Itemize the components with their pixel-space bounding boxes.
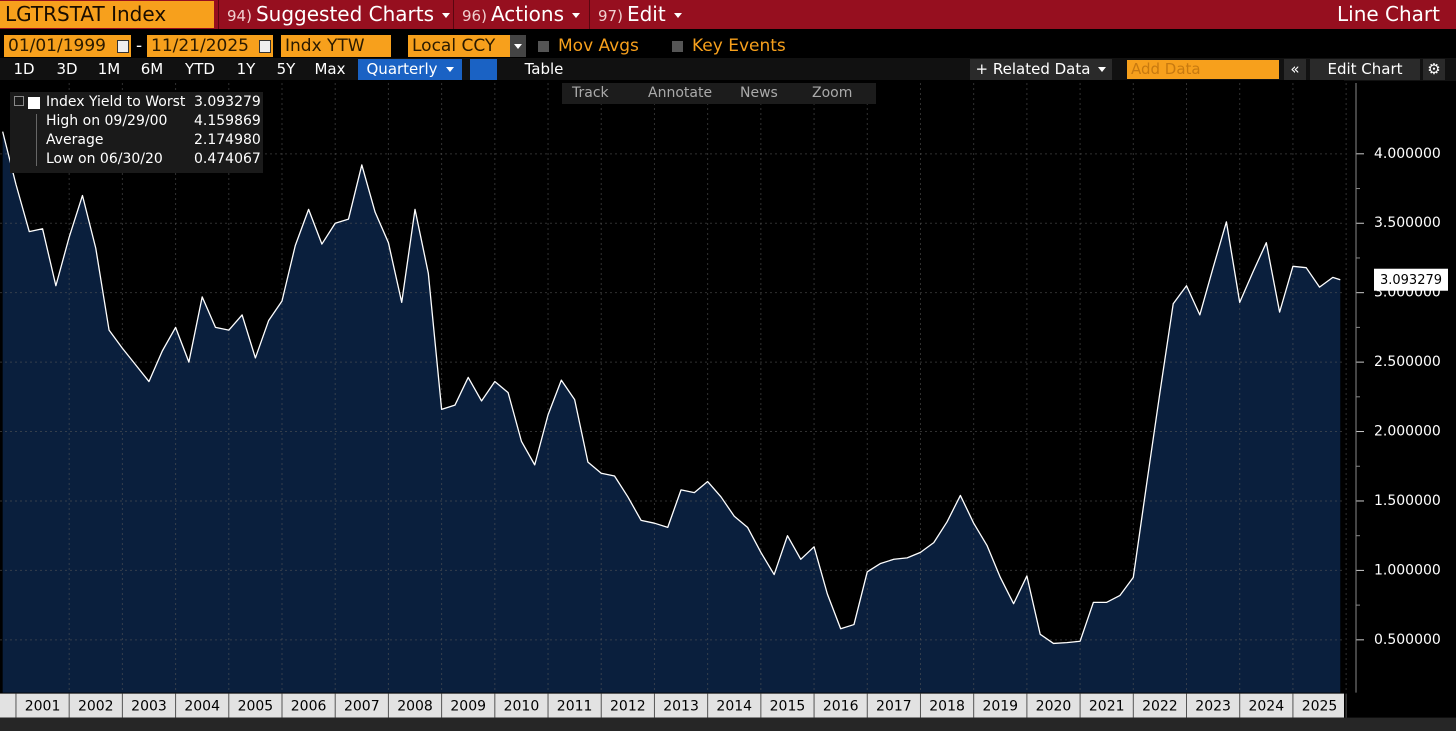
menu-label: Actions bbox=[490, 2, 565, 26]
table-button[interactable]: Table bbox=[524, 60, 564, 78]
x-tick-label: 2017 bbox=[876, 699, 912, 715]
x-tick-label: 2023 bbox=[1195, 699, 1231, 715]
start-date-text: 01/01/1999 bbox=[8, 36, 106, 56]
chart-tool[interactable]: Zoom bbox=[812, 85, 853, 101]
tree-line bbox=[36, 114, 37, 166]
chart-tool[interactable]: Track bbox=[572, 85, 609, 101]
x-tick-label: 2016 bbox=[823, 699, 859, 715]
start-date[interactable]: 01/01/1999 bbox=[4, 35, 131, 57]
period-button[interactable]: 1Y bbox=[236, 60, 256, 78]
related-data-text: Related Data bbox=[992, 60, 1091, 78]
period-button[interactable]: Max bbox=[314, 60, 346, 78]
frequency-button[interactable]: Quarterly bbox=[358, 59, 462, 80]
period-button[interactable]: 3D bbox=[56, 60, 78, 78]
x-tick-label: 2020 bbox=[1036, 699, 1072, 715]
x-tick-label: 2003 bbox=[131, 699, 167, 715]
title-bar: LGTRSTAT Index 94) Suggested Charts 96) Ac… bbox=[0, 0, 1456, 29]
x-tick-label: 2012 bbox=[610, 699, 646, 715]
chart-tool[interactable]: News bbox=[740, 85, 778, 101]
menu[interactable]: 96) Actions bbox=[453, 0, 588, 29]
last-value-tag bbox=[1374, 268, 1448, 291]
date-separator: - bbox=[136, 36, 143, 56]
x-tick-label: 2011 bbox=[557, 699, 593, 715]
x-tick-label: 2021 bbox=[1089, 699, 1125, 715]
add-data-input[interactable]: Add Data bbox=[1127, 60, 1279, 79]
key-events-label[interactable]: Key Events bbox=[692, 36, 786, 56]
edit-chart-button[interactable]: Edit Chart bbox=[1310, 59, 1420, 80]
menu-label: Suggested Charts bbox=[255, 2, 435, 26]
menu-label: Edit bbox=[626, 2, 666, 26]
y-tick-label: 3.500000 bbox=[1374, 215, 1441, 231]
legend-value: 3.093279 bbox=[194, 94, 261, 110]
currency-selector[interactable]: Local CCY bbox=[408, 35, 526, 57]
y-tick-label: 1.000000 bbox=[1374, 562, 1441, 578]
checkbox[interactable] bbox=[538, 41, 549, 52]
x-tick-label: 2015 bbox=[770, 699, 806, 715]
checkbox[interactable] bbox=[672, 41, 683, 52]
x-tick-label: 2025 bbox=[1302, 699, 1338, 715]
x-tick-label: 2010 bbox=[504, 699, 540, 715]
chart-tools bbox=[562, 83, 876, 104]
menu[interactable]: 97) Edit bbox=[589, 0, 689, 29]
x-tick-label: 2005 bbox=[238, 699, 274, 715]
x-tick-label: 2001 bbox=[25, 699, 61, 715]
x-tick-label: 2004 bbox=[184, 699, 220, 715]
menu-number: 97) bbox=[598, 7, 623, 25]
menu-number: 96) bbox=[462, 7, 487, 25]
legend: Index Yield to Worst 3.093279 High on 09… bbox=[10, 92, 263, 173]
x-tick-label: 2014 bbox=[716, 699, 752, 715]
area bbox=[2, 131, 1341, 693]
y-tick-label: 0.500000 bbox=[1374, 632, 1441, 648]
period-button[interactable]: 1D bbox=[13, 60, 35, 78]
ticker-field[interactable]: LGTRSTAT Index bbox=[0, 1, 214, 28]
collapse-icon[interactable] bbox=[14, 96, 24, 106]
y-tick-label: 4.000000 bbox=[1374, 146, 1441, 162]
currency-text: Local CCY bbox=[412, 36, 496, 56]
menu-number: 94) bbox=[227, 7, 252, 25]
view-name: Line Chart bbox=[1337, 2, 1440, 26]
x-tick-label: 2006 bbox=[291, 699, 327, 715]
x-tick-label: 2002 bbox=[78, 699, 114, 715]
line bbox=[2, 131, 1341, 645]
chart-icon-button[interactable] bbox=[470, 59, 497, 80]
y-tick-label: 2.000000 bbox=[1374, 424, 1441, 440]
chart: 0.500000 1.000000 1.500000 2.000000 2.500000… bbox=[0, 80, 1456, 731]
legend-swatch bbox=[28, 97, 40, 109]
legend-label: Index Yield to Worst bbox=[46, 94, 186, 110]
y-tick-label: 1.500000 bbox=[1374, 493, 1441, 509]
menu[interactable]: 94) Suggested Charts bbox=[218, 0, 452, 29]
settings-button[interactable]: ⚙ bbox=[1423, 59, 1445, 80]
stat-value: 0.474067 bbox=[194, 151, 261, 167]
y-tick-label: 2.500000 bbox=[1374, 354, 1441, 370]
x-tick-label: 2009 bbox=[450, 699, 486, 715]
period-button[interactable]: 5Y bbox=[276, 60, 296, 78]
stat-label: High on 09/29/00 bbox=[46, 113, 168, 129]
stat-value: 2.174980 bbox=[194, 132, 261, 148]
end-date[interactable]: 11/21/2025 bbox=[147, 35, 273, 57]
x-tick-label: 2008 bbox=[397, 699, 433, 715]
period-button[interactable]: 1M bbox=[97, 60, 121, 78]
x-tick-label: 2022 bbox=[1142, 699, 1178, 715]
period-button[interactable]: 6M bbox=[140, 60, 164, 78]
status-strip bbox=[0, 717, 1456, 731]
stat-label: Average bbox=[46, 132, 104, 148]
last-value-label: 3.093279 bbox=[1380, 273, 1442, 288]
x-tick-label: 2007 bbox=[344, 699, 380, 715]
x-tick-label: 2019 bbox=[982, 699, 1018, 715]
field-selector[interactable]: Indx YTW bbox=[281, 35, 391, 57]
end-date-text: 11/21/2025 bbox=[151, 36, 249, 56]
related-data-button[interactable]: + Related Data bbox=[970, 59, 1112, 80]
x-axis-bar bbox=[0, 693, 1344, 718]
frequency-text: Quarterly bbox=[366, 60, 438, 78]
chart-tool[interactable]: Annotate bbox=[648, 85, 713, 101]
x-tick-label: 2024 bbox=[1248, 699, 1284, 715]
stat-label: Low on 06/30/20 bbox=[46, 151, 163, 167]
collapse-button[interactable]: « bbox=[1284, 59, 1306, 80]
x-tick-label: 2018 bbox=[929, 699, 965, 715]
mov-avgs-label[interactable]: Mov Avgs bbox=[558, 36, 639, 56]
stat-value: 4.159869 bbox=[194, 113, 261, 129]
period-button[interactable]: YTD bbox=[185, 60, 215, 78]
x-tick-label: 2013 bbox=[663, 699, 699, 715]
